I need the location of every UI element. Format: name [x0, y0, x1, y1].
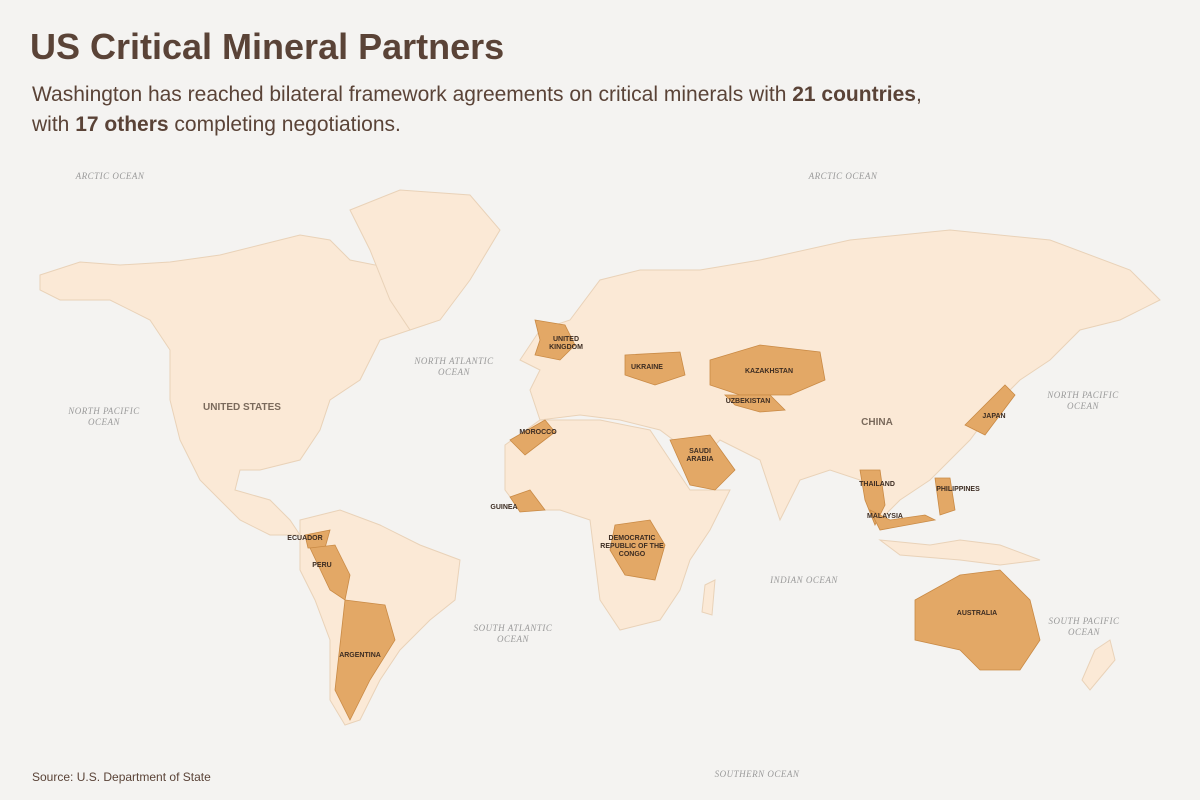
partner-label: ARGENTINA: [339, 652, 381, 659]
country-shape: [609, 519, 666, 581]
subtitle-highlight: 21 countries: [792, 83, 916, 106]
country-shape: [334, 599, 396, 721]
new-zealand: [1081, 639, 1116, 691]
label-line: SOUTH ATLANTIC: [474, 623, 553, 633]
title: US Critical Mineral Partners: [30, 26, 505, 67]
partner-label: KAZAKHSTAN: [745, 368, 793, 375]
partner-label: MOROCCO: [519, 429, 557, 436]
ocean-label: SOUTH ATLANTIC OCEAN: [474, 623, 553, 644]
greenland: [349, 189, 501, 331]
label-line: KAZAKHSTAN: [745, 368, 793, 375]
label-line: MOROCCO: [519, 429, 557, 436]
eurasia: [519, 229, 1161, 522]
partner-label: UZBEKISTAN: [726, 398, 771, 405]
subtitle-text: Washington has reached bilateral framewo…: [32, 83, 793, 106]
label-line: OCEAN: [438, 367, 470, 377]
label-line: UNITED: [553, 336, 579, 343]
partner-label: ECUADOR: [287, 535, 322, 542]
label-line: REPUBLIC OF THE: [600, 543, 664, 550]
ocean-label: NORTH PACIFIC OCEAN: [67, 406, 140, 427]
ocean-label: NORTH ATLANTIC OCEAN: [413, 356, 494, 377]
label-line: ARCTIC OCEAN: [808, 171, 878, 181]
label-line: GUINEA: [490, 504, 517, 511]
ocean-label: SOUTH PACIFIC OCEAN: [1048, 616, 1120, 637]
label-line: NORTH PACIFIC: [1046, 390, 1119, 400]
label-line: DEMOCRATIC: [609, 535, 656, 542]
country-shape: [624, 351, 686, 386]
country-shape: [509, 419, 556, 456]
country-shape: [509, 489, 546, 513]
partner-label: UKRAINE: [631, 364, 663, 371]
country-shape: [709, 344, 826, 396]
subtitle-highlight: 17 others: [75, 113, 169, 136]
partner-label: JAPAN: [982, 413, 1005, 420]
country-shape: [964, 384, 1016, 436]
country-shape: [914, 569, 1041, 671]
ocean-label: ARCTIC OCEAN: [75, 171, 145, 181]
ocean-label: ARCTIC OCEAN: [808, 171, 878, 181]
label-line: ARABIA: [686, 456, 713, 463]
label-line: ARGENTINA: [339, 652, 381, 659]
partner-label: PERU: [312, 562, 331, 569]
subtitle-text: completing negotiations.: [168, 113, 401, 136]
country-shape: [534, 319, 576, 361]
label-line: MALAYSIA: [867, 513, 903, 520]
country-shape: [934, 477, 956, 516]
partners: [304, 319, 1041, 721]
label-line: SOUTH PACIFIC: [1048, 616, 1120, 626]
label-line: PERU: [312, 562, 331, 569]
partner-label: PHILIPPINES: [936, 486, 980, 493]
madagascar: [701, 579, 716, 616]
subtitle-text: with: [32, 113, 76, 136]
label-line: OCEAN: [1068, 627, 1100, 637]
label-line: ECUADOR: [287, 535, 322, 542]
north-america: [39, 234, 421, 536]
partner-label: SAUDI ARABIA: [686, 448, 713, 463]
source: Source: U.S. Department of State: [32, 770, 211, 784]
label-line: INDIAN OCEAN: [769, 575, 838, 585]
country-shape: [669, 434, 736, 491]
label-line: THAILAND: [859, 481, 895, 488]
ocean-label: INDIAN OCEAN: [769, 575, 838, 585]
label-line: OCEAN: [88, 417, 120, 427]
label-line: NORTH ATLANTIC: [413, 356, 494, 366]
label-line: SAUDI: [689, 448, 711, 455]
country-shape: [869, 509, 937, 531]
label-line: NORTH PACIFIC: [67, 406, 140, 416]
country-shape: [724, 394, 786, 413]
label-line: AUSTRALIA: [957, 610, 997, 617]
partner-label: UNITED KINGDOM: [549, 336, 583, 351]
country-label: CHINA: [861, 417, 893, 428]
partner-label: MALAYSIA: [867, 513, 903, 520]
ocean-label: NORTH PACIFIC OCEAN: [1046, 390, 1119, 411]
partner-label: GUINEA: [490, 504, 517, 511]
label-line: OCEAN: [1067, 401, 1099, 411]
indonesia: [878, 539, 1041, 566]
label-line: SOUTHERN OCEAN: [715, 769, 800, 779]
label-line: UKRAINE: [631, 364, 663, 371]
label-line: CONGO: [619, 551, 646, 558]
country-label: UNITED STATES: [203, 402, 281, 413]
partner-label: DEMOCRATIC REPUBLIC OF THE CONGO: [600, 535, 664, 558]
label-line: JAPAN: [982, 413, 1005, 420]
label-line: OCEAN: [497, 634, 529, 644]
subtitle: Washington has reached bilateral framewo…: [32, 80, 922, 140]
partner-label: THAILAND: [859, 481, 895, 488]
label-line: KINGDOM: [549, 344, 583, 351]
subtitle-text: ,: [915, 83, 922, 106]
label-line: ARCTIC OCEAN: [75, 171, 145, 181]
country-shape: [309, 544, 351, 601]
label-line: PHILIPPINES: [936, 486, 980, 493]
ocean-label: SOUTHERN OCEAN: [715, 769, 800, 779]
partner-label: AUSTRALIA: [957, 610, 997, 617]
label-line: UZBEKISTAN: [726, 398, 771, 405]
